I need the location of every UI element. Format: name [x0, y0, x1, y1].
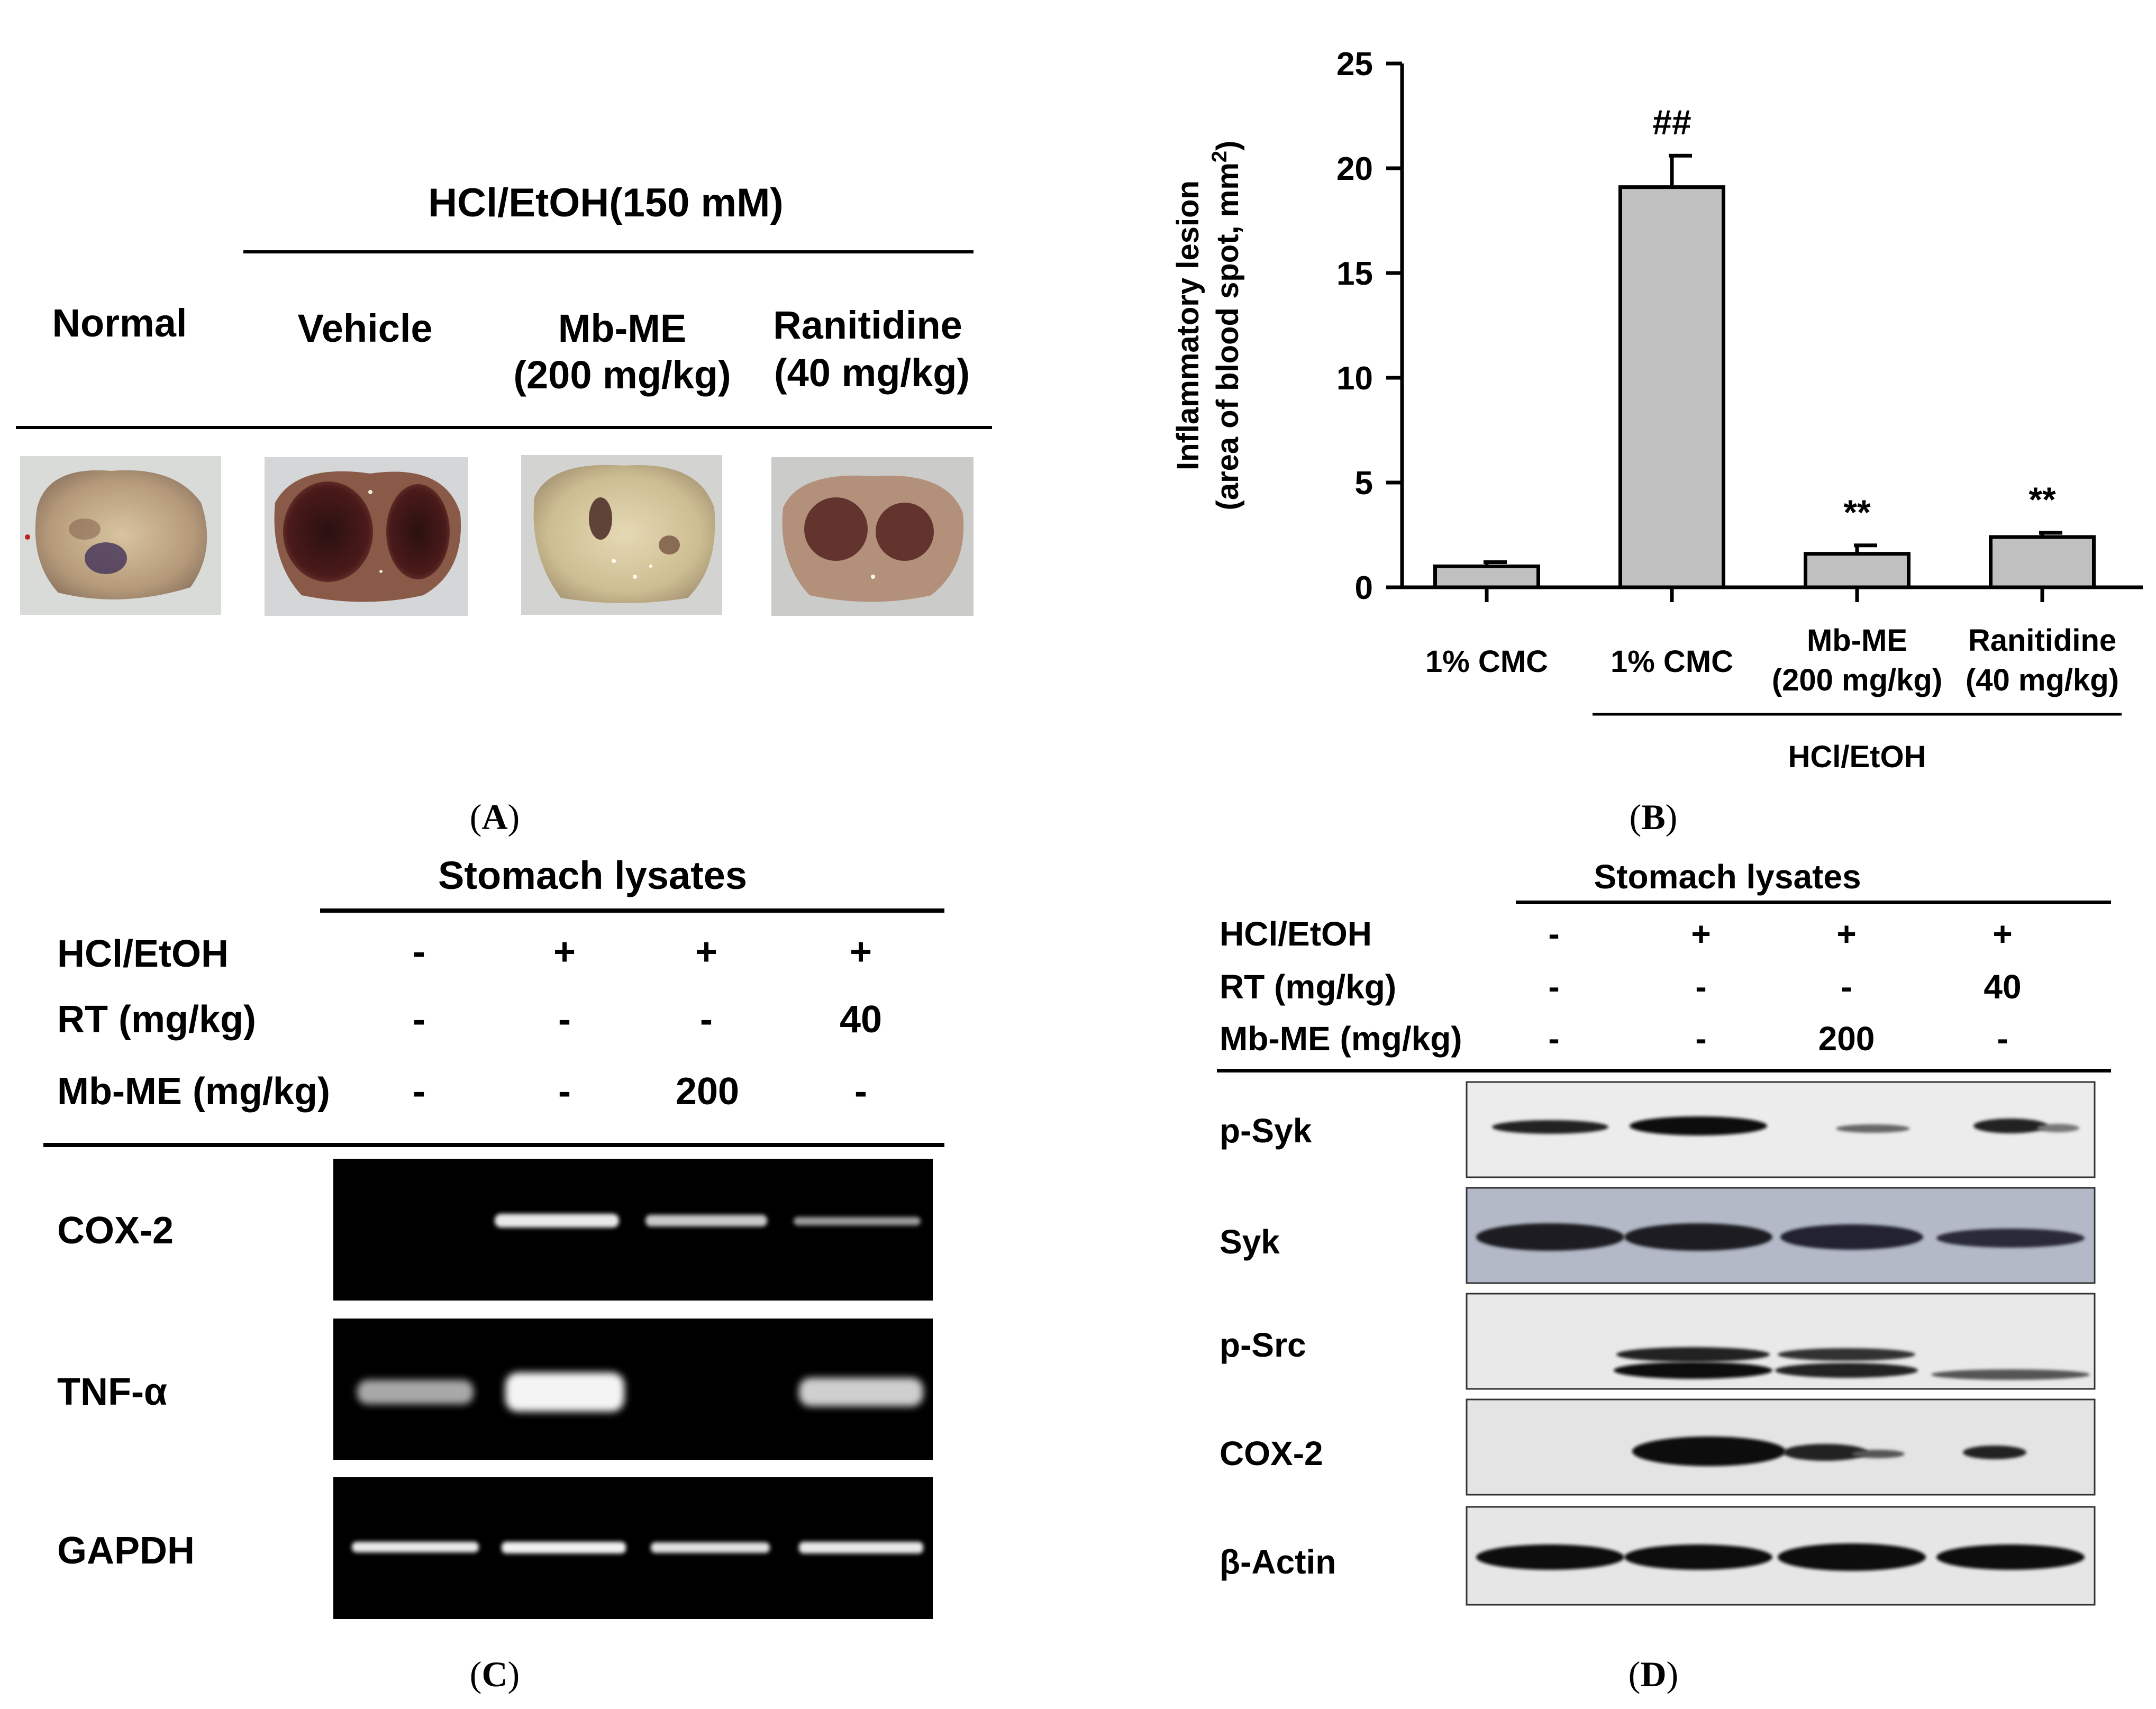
protein-label-psrc: p-Src [1220, 1326, 1306, 1364]
panel-label-c: (C) [469, 1654, 520, 1694]
treat-value: + [1691, 915, 1711, 953]
stomach-photos [20, 455, 974, 616]
treat-value: - [1695, 1020, 1707, 1058]
category-label: Mb-ME [1807, 623, 1907, 658]
stomach-photo-vehicle [265, 457, 468, 616]
treat-value: + [1993, 915, 2013, 953]
group-mbme-label: Mb-ME [558, 306, 687, 350]
treat-value: + [553, 931, 576, 973]
treat-value: - [1548, 915, 1560, 953]
treatment-label-hcl: HCl/EtOH [57, 933, 229, 975]
blot-bactin [1466, 1506, 2096, 1606]
treat-value: - [1548, 1020, 1560, 1058]
panel-d-treatment-rule [1217, 1069, 2111, 1072]
protein-label-psyk: p-Syk [1220, 1112, 1312, 1150]
western-blots [1466, 1081, 2096, 1606]
panel-d-header: Stomach lysates [1594, 858, 1861, 896]
group-normal-label: Normal [52, 301, 187, 345]
blot-psrc [1466, 1293, 2096, 1390]
panel-a-group-rule [16, 426, 992, 429]
treat-value: - [854, 1070, 867, 1113]
treat-value: - [413, 998, 425, 1041]
treat-value: 40 [839, 998, 883, 1041]
gene-label-cox2: COX-2 [57, 1210, 174, 1252]
panel-c-treatment-rule [43, 1143, 944, 1147]
rtpcr-gel [333, 1159, 933, 1619]
treat-value: + [695, 931, 718, 973]
treatment-label-rt: RT (mg/kg) [57, 998, 256, 1041]
treat-value: - [558, 998, 571, 1041]
group-mbme-dose: (200 mg/kg) [513, 353, 731, 397]
panel-label-b: (B) [1629, 797, 1678, 837]
protein-label-bactin: β-Actin [1220, 1543, 1336, 1581]
y-tick-label: 25 [1336, 46, 1373, 83]
panel-label-a: (A) [469, 797, 520, 837]
treatment-label-mbme: Mb-ME (mg/kg) [57, 1070, 330, 1113]
y-axis-label-units: (area of blood spot, mm2) [1208, 141, 1245, 511]
treat-value: - [1695, 968, 1707, 1006]
y-tick-label: 5 [1355, 465, 1373, 502]
gene-label-tnfa: TNF-α [57, 1371, 168, 1413]
treat-value: 40 [1984, 968, 2022, 1006]
y-tick-label: 20 [1336, 151, 1373, 187]
protein-label-syk: Syk [1220, 1223, 1280, 1261]
bar [1618, 185, 1725, 589]
y-axis-label: Inflammatory lesion [1171, 180, 1205, 470]
blot-psyk [1466, 1081, 2096, 1178]
panel-d-header-rule [1516, 901, 2111, 904]
gel-cox2 [333, 1159, 933, 1301]
blot-cox2 [1466, 1398, 2096, 1496]
y-tick-label: 15 [1336, 256, 1373, 292]
group-ranitidine-label: Ranitidine [773, 303, 962, 347]
stomach-photo-mbme [521, 455, 722, 615]
significance-marker: ## [1652, 103, 1691, 142]
treat-value: - [413, 931, 425, 973]
stomach-photo-ranitidine [771, 457, 974, 616]
gel-gapdh [333, 1477, 933, 1619]
panel-label-d: (D) [1628, 1654, 1679, 1694]
blot-syk [1466, 1187, 2096, 1284]
treat-value: 200 [675, 1070, 740, 1113]
panel-c-header: Stomach lysates [438, 853, 748, 897]
treat-value: - [700, 998, 713, 1041]
bar [1433, 564, 1540, 589]
treatment-label-rt: RT (mg/kg) [1220, 968, 1397, 1006]
category-label: Ranitidine [1968, 623, 2116, 658]
treat-value: 200 [1818, 1020, 1875, 1058]
category-label: (200 mg/kg) [1772, 663, 1942, 697]
bar [1804, 552, 1911, 589]
treatment-label-mbme: Mb-ME (mg/kg) [1220, 1020, 1462, 1058]
treat-value: - [1548, 968, 1560, 1006]
panel-a-header: HCl/EtOH(150 mM) [428, 180, 784, 225]
panel-a-header-rule [243, 250, 974, 253]
category-label: 1% CMC [1611, 644, 1733, 679]
gene-label-gapdh: GAPDH [57, 1530, 195, 1572]
group-label: HCl/EtOH [1788, 740, 1926, 772]
significance-marker: ** [2028, 480, 2056, 519]
panel-c-header-rule [320, 908, 944, 913]
treat-value: + [1836, 915, 1857, 953]
bar [1989, 535, 2096, 589]
treat-value: - [1841, 968, 1852, 1006]
treatment-label-hcl: HCl/EtOH [1220, 915, 1372, 953]
treat-value: + [849, 931, 872, 973]
stomach-photo-normal [20, 456, 221, 615]
treat-value: - [413, 1070, 425, 1113]
y-tick-label: 0 [1355, 570, 1373, 606]
y-tick-label: 10 [1336, 360, 1373, 397]
group-ranitidine-dose: (40 mg/kg) [774, 351, 970, 395]
gel-tnfa [333, 1319, 933, 1460]
treat-value: - [1997, 1020, 2008, 1058]
lesion-bar-chart: 0 5 10 15 20 25 1% CMC ## 1% CMC ** Mb-ME (200 mg/k… [1171, 46, 2143, 772]
category-label: (40 mg/kg) [1966, 663, 2119, 697]
significance-marker: ** [1843, 493, 1871, 532]
group-vehicle-label: Vehicle [297, 306, 433, 350]
treat-value: - [558, 1070, 571, 1113]
category-label: 1% CMC [1425, 644, 1548, 679]
protein-label-cox2: COX-2 [1220, 1434, 1323, 1472]
